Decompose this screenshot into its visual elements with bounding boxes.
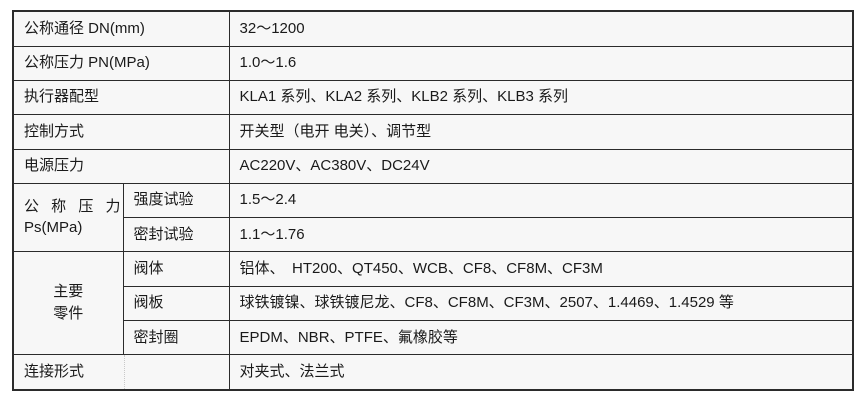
table-row: 主要 零件 阀体 铝体、 HT200、QT450、WCB、CF8、CF8M、CF… [12,251,854,356]
table-row: 电源压力 AC220V、AC380V、DC24V [12,148,854,184]
row-value-valve-plate: 球铁镀镍、球铁镀尼龙、CF8、CF8M、CF3M、2507、1.4469、1.4… [228,285,854,321]
row-value-nominal-pressure: 1.0～1.6 [228,45,854,81]
table-row: 密封圈 EPDM、NBR、PTFE、氟橡胶等 [13,319,854,356]
row-label-nominal-diameter: 公称通径 DN(mm) [12,10,230,47]
row-value-power-voltage: AC220V、AC380V、DC24V [228,148,854,184]
row-value-seal-ring: EPDM、NBR、PTFE、氟橡胶等 [228,319,854,356]
row-value-seal-test: 1.1～1.76 [228,217,854,253]
sub-label-valve-plate: 阀板 [122,285,230,321]
table-row: 执行器配型 KLA1 系列、KLA2 系列、KLB2 系列、KLB3 系列 [12,79,854,116]
group-label-test-pressure-line1: 公 称 压 力 [24,198,123,216]
row-label-power-voltage: 电源压力 [12,148,230,184]
sub-label-seal-test: 密封试验 [122,217,230,253]
table-row: 公 称 压 力 Ps(MPa) 强度试验 1.5～2.4 [12,182,854,253]
table-row: 密封试验 1.1～1.76 [13,217,854,253]
group-label-test-pressure: 公 称 压 力 Ps(MPa) [12,182,124,253]
row-label-connection-type: 连接形式 [12,354,230,391]
sub-label-valve-body: 阀体 [122,251,230,287]
spec-table-container: 公称通径 DN(mm) 32～1200 公称压力 PN(MPa) 1.0～1.6… [12,10,855,391]
row-label-actuator-type: 执行器配型 [12,79,230,116]
row-value-actuator-type: KLA1 系列、KLA2 系列、KLB2 系列、KLB3 系列 [228,79,854,116]
row-value-connection-type: 对夹式、法兰式 [228,354,854,391]
group-label-test-pressure-line2: Ps(MPa) [24,218,83,236]
group-label-main-parts-line2: 零件 [53,305,84,323]
table-row: 公称通径 DN(mm) 32～1200 [12,10,854,47]
row-value-valve-body: 铝体、 HT200、QT450、WCB、CF8、CF8M、CF3M [228,251,854,287]
row-value-strength-test: 1.5～2.4 [228,182,854,219]
table-row: 公称压力 PN(MPa) 1.0～1.6 [12,45,854,81]
valve-specification-table: 公称通径 DN(mm) 32～1200 公称压力 PN(MPa) 1.0～1.6… [12,10,855,391]
row-value-nominal-diameter: 32～1200 [228,10,854,47]
group-label-main-parts: 主要 零件 [12,251,124,356]
table-row: 控制方式 开关型（电开 电关）、调节型 [12,114,854,150]
table-row: 连接形式 对夹式、法兰式 [12,354,854,391]
group-label-main-parts-line1: 主要 [53,282,84,300]
sub-label-strength-test: 强度试验 [122,182,230,219]
row-label-nominal-pressure: 公称压力 PN(MPa) [12,45,230,81]
row-value-control-mode: 开关型（电开 电关）、调节型 [228,114,854,150]
sub-label-seal-ring: 密封圈 [122,319,230,356]
table-row: 阀板 球铁镀镍、球铁镀尼龙、CF8、CF8M、CF3M、2507、1.4469、… [13,285,854,321]
row-label-control-mode: 控制方式 [12,114,230,150]
